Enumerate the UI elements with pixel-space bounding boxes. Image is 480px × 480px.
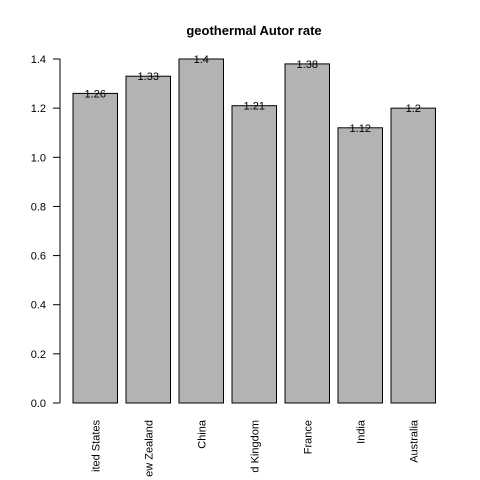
- y-axis: 0.0 0.2 0.4 0.6 0.8 1.0 1.2 1.4: [31, 54, 61, 410]
- y-tick-label: 1.4: [31, 54, 46, 66]
- x-category-label: France: [302, 420, 314, 454]
- bar-value-label: 1.2: [406, 103, 421, 115]
- y-tick-label: 0.8: [31, 201, 46, 213]
- x-category-label: India: [355, 419, 367, 444]
- bar-value-label: 1.26: [85, 88, 106, 100]
- bar: [72, 92, 118, 404]
- bar: [337, 127, 383, 404]
- bar-value-label: 1.21: [244, 101, 265, 113]
- y-tick-label: 0.0: [31, 398, 46, 410]
- y-tick-label: 1.2: [31, 103, 46, 115]
- x-category-label: China: [196, 419, 208, 449]
- bar-value-label: 1.33: [138, 71, 159, 83]
- x-category-label: ited States: [90, 420, 102, 472]
- x-axis-labels: ited States ew Zealand China d Kingdom Franc…: [90, 419, 420, 477]
- y-tick-label: 0.4: [31, 300, 46, 312]
- bar: [231, 105, 277, 404]
- bar-series: [72, 58, 436, 404]
- bar: [284, 63, 330, 404]
- data-labels: 1.26 1.33 1.4 1.21 1.38 1.12 1.2: [85, 54, 421, 135]
- bar-value-label: 1.4: [194, 54, 209, 66]
- x-category-label: ew Zealand: [143, 420, 155, 477]
- bar-value-label: 1.38: [297, 59, 318, 71]
- y-tick-label: 0.2: [31, 349, 46, 361]
- x-category-label: d Kingdom: [249, 420, 261, 473]
- bar: [178, 58, 224, 404]
- bar-value-label: 1.12: [350, 123, 371, 135]
- bar: [390, 107, 436, 404]
- bar: [125, 75, 171, 404]
- x-category-label: Australia: [408, 419, 420, 463]
- chart-title: geothermal Autor rate: [186, 23, 321, 38]
- y-tick-label: 1.0: [31, 152, 46, 164]
- y-tick-label: 0.6: [31, 251, 46, 263]
